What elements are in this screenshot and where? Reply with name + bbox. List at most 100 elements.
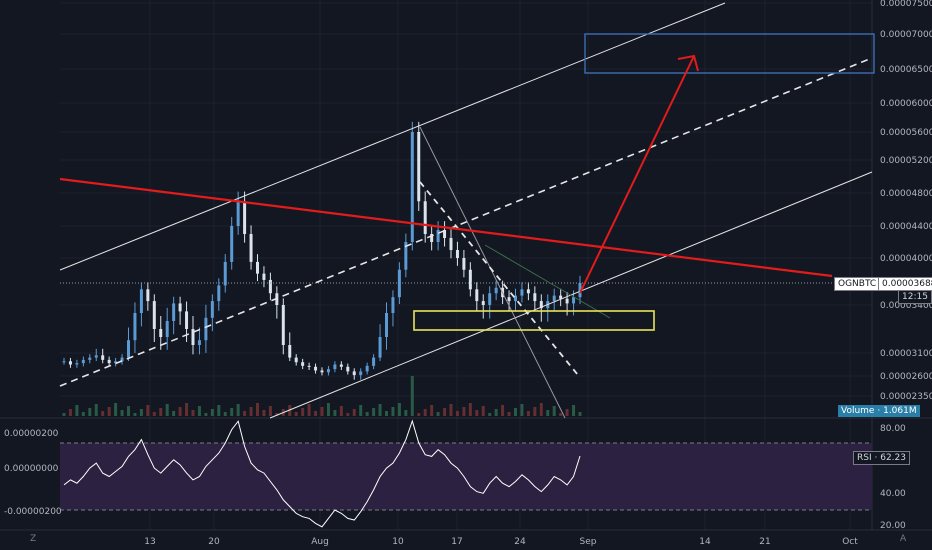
candle-body [533,293,537,302]
channel-median-line [59,57,873,387]
price-tick-label: 0.00004000 [880,254,932,264]
volume-bar [262,410,266,416]
candle-body [559,295,563,299]
volume-bar [197,406,201,416]
candle-body [197,340,201,345]
volume-bar [114,403,118,416]
candle-body [410,132,414,242]
candle-body [320,370,324,373]
volume-bar [475,410,479,416]
time-tick-label: 10 [392,537,404,547]
candle-body [449,238,453,250]
candle-body [185,311,189,329]
candle-body [165,321,169,337]
candle-body [301,362,305,366]
candle-body [391,297,395,313]
countdown-tag: 12:15 [898,290,932,304]
price-tick-label: 0.00005200 [880,156,932,166]
volume-bar [210,409,214,416]
zoom-left-button[interactable]: Z [30,534,37,544]
candle-body [62,361,66,363]
volume-bar [423,409,427,416]
candle-body [326,369,330,373]
time-tick-label: Sep [580,537,597,547]
candle-body [146,289,150,302]
volume-bar [268,406,272,416]
rsi-tag: RSI · 62.23 [853,451,910,465]
volume-bar [578,412,582,416]
volume-bar [243,411,247,416]
candle-body [352,371,356,376]
volume-bar [301,408,305,416]
volume-bar [81,412,85,416]
volume-bar [378,404,382,416]
candle-body [307,365,311,367]
auto-scale-button[interactable]: A [900,534,907,544]
volume-bar [217,405,221,416]
volume-bar [107,407,111,416]
price-tick-label: 0.00006500 [880,65,932,75]
volume-bar [307,404,311,416]
volume-bar [88,408,92,416]
candle-body [552,295,556,302]
rsi-label: RSI [857,453,872,463]
price-tick-label: 0.00002600 [880,372,932,382]
volume-bar [385,411,388,416]
volume-bar [520,404,524,416]
price-tick-label: 0.00005600 [880,128,932,138]
volume-bar [159,408,163,416]
volume-bar [546,410,550,416]
support-zone-box [413,310,655,331]
price-tick-label: 0.00006000 [880,99,932,109]
volume-bar [494,409,498,416]
candle-body [107,359,111,364]
volume-bar [223,412,227,416]
candle-body [417,132,421,202]
candle-body [127,340,130,358]
volume-bar [397,403,401,416]
candle-body [152,301,156,329]
volume-bar [320,407,324,416]
target-arrow-shaft [579,55,695,294]
rsi-left-tick-label: 0.00000000 [4,464,59,474]
candle-body [314,366,318,371]
volume-bar [352,409,356,416]
volume-bar [436,412,440,416]
rsi-tick-label: 20.00 [880,521,906,531]
volume-bar [152,412,156,416]
volume-bar [526,411,530,416]
candle-body [249,234,253,262]
volume-bar [94,404,98,416]
candle-body [210,301,214,318]
candle-body [514,295,517,302]
volume-bar [417,413,421,416]
volume-bar [552,406,556,416]
candle-body [378,337,382,358]
candle-body [172,303,176,321]
candle-body [133,313,137,341]
volume-bar [514,408,517,416]
candle-body [475,289,479,302]
volume-bar [449,404,453,416]
candle-body [423,201,427,234]
volume-bar [236,404,240,416]
time-tick-label: 13 [144,537,155,547]
candle-body [507,297,511,302]
volume-bar [462,407,466,416]
candle-body [288,345,292,358]
candle-body [204,317,208,341]
candle-body [139,289,143,313]
candle-body [262,273,266,280]
volume-bar [139,409,143,416]
descending-trend-line [419,181,579,376]
price-tick-label: 0.00004800 [880,189,932,199]
volume-bar [533,407,537,416]
candle-body [468,269,472,290]
candle-body [159,329,163,337]
time-tick-label: 24 [514,537,526,547]
volume-bar [204,413,208,416]
volume-bar [294,412,298,416]
volume-value: 1.061M [883,406,917,416]
